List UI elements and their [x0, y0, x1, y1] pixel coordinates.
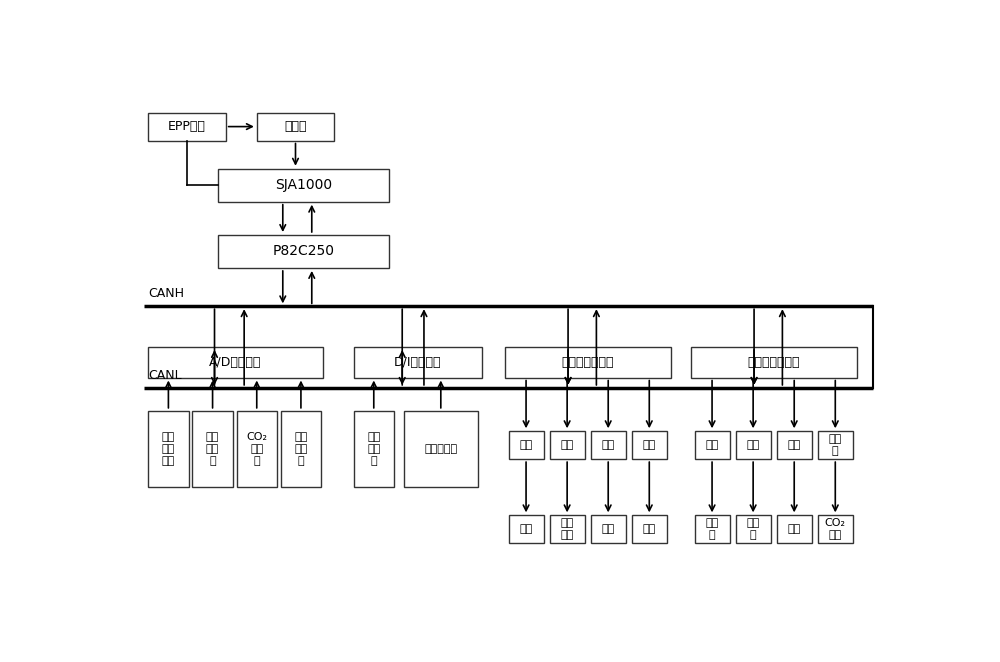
Text: 天窗: 天窗	[519, 524, 533, 534]
Bar	[550, 515, 585, 544]
Text: SJA1000: SJA1000	[275, 178, 332, 192]
Bar	[695, 431, 730, 459]
Text: 喷雾
机: 喷雾 机	[705, 518, 719, 540]
Bar	[691, 347, 857, 377]
Bar	[257, 113, 334, 140]
Text: 电机: 电机	[561, 440, 574, 450]
Bar	[818, 515, 853, 544]
Text: A/D输入模块: A/D输入模块	[209, 356, 262, 369]
Bar	[695, 515, 730, 544]
Text: 开关: 开关	[788, 440, 801, 450]
Text: CO₂
钢瓶: CO₂ 钢瓶	[825, 518, 846, 540]
Text: 继电器输出模块: 继电器输出模块	[748, 356, 800, 369]
Text: 继电器输出模块: 继电器输出模块	[562, 356, 614, 369]
Bar	[354, 410, 394, 487]
Text: 电磁
阀: 电磁 阀	[829, 434, 842, 456]
Bar	[736, 431, 771, 459]
Text: 湿帘: 湿帘	[602, 524, 615, 534]
Text: 电机: 电机	[519, 440, 533, 450]
Bar	[237, 410, 277, 487]
Bar	[632, 515, 667, 544]
Text: CANL: CANL	[148, 369, 182, 382]
Bar	[591, 515, 626, 544]
Text: 电机: 电机	[602, 440, 615, 450]
Bar	[736, 515, 771, 544]
Text: 照度
变送
器: 照度 变送 器	[206, 432, 219, 465]
Text: P82C250: P82C250	[272, 244, 334, 258]
Bar	[148, 113, 226, 140]
Text: 热风
机: 热风 机	[747, 518, 760, 540]
Bar	[218, 169, 388, 202]
Bar	[281, 410, 321, 487]
Bar	[148, 410, 189, 487]
Bar	[632, 431, 667, 459]
Bar	[509, 515, 544, 544]
Text: 内遮
阳网: 内遮 阳网	[561, 518, 574, 540]
Text: 电机: 电机	[747, 440, 760, 450]
Text: D/I输入模块: D/I输入模块	[394, 356, 441, 369]
Bar	[818, 431, 853, 459]
Bar	[192, 410, 233, 487]
Bar	[404, 410, 478, 487]
Bar	[591, 431, 626, 459]
Text: CO₂
变送
器: CO₂ 变送 器	[246, 432, 267, 465]
Bar	[354, 347, 482, 377]
Bar	[550, 431, 585, 459]
Text: 电机: 电机	[705, 440, 719, 450]
Text: 计算机: 计算机	[284, 120, 307, 133]
Bar	[148, 347, 323, 377]
Bar	[509, 431, 544, 459]
Text: 风速
变送
器: 风速 变送 器	[294, 432, 308, 465]
Text: 电机: 电机	[643, 440, 656, 450]
Text: CANH: CANH	[148, 287, 184, 300]
Bar	[777, 515, 812, 544]
Bar	[505, 347, 671, 377]
Text: 风机: 风机	[643, 524, 656, 534]
Bar	[218, 235, 388, 268]
Text: EPP接口: EPP接口	[168, 120, 206, 133]
Text: 温湿
度变
送器: 温湿 度变 送器	[162, 432, 175, 465]
Text: 风向传感器: 风向传感器	[424, 444, 457, 454]
Text: 钠灯: 钠灯	[788, 524, 801, 534]
Bar	[777, 431, 812, 459]
Text: 雨雪
传感
器: 雨雪 传感 器	[367, 432, 380, 465]
